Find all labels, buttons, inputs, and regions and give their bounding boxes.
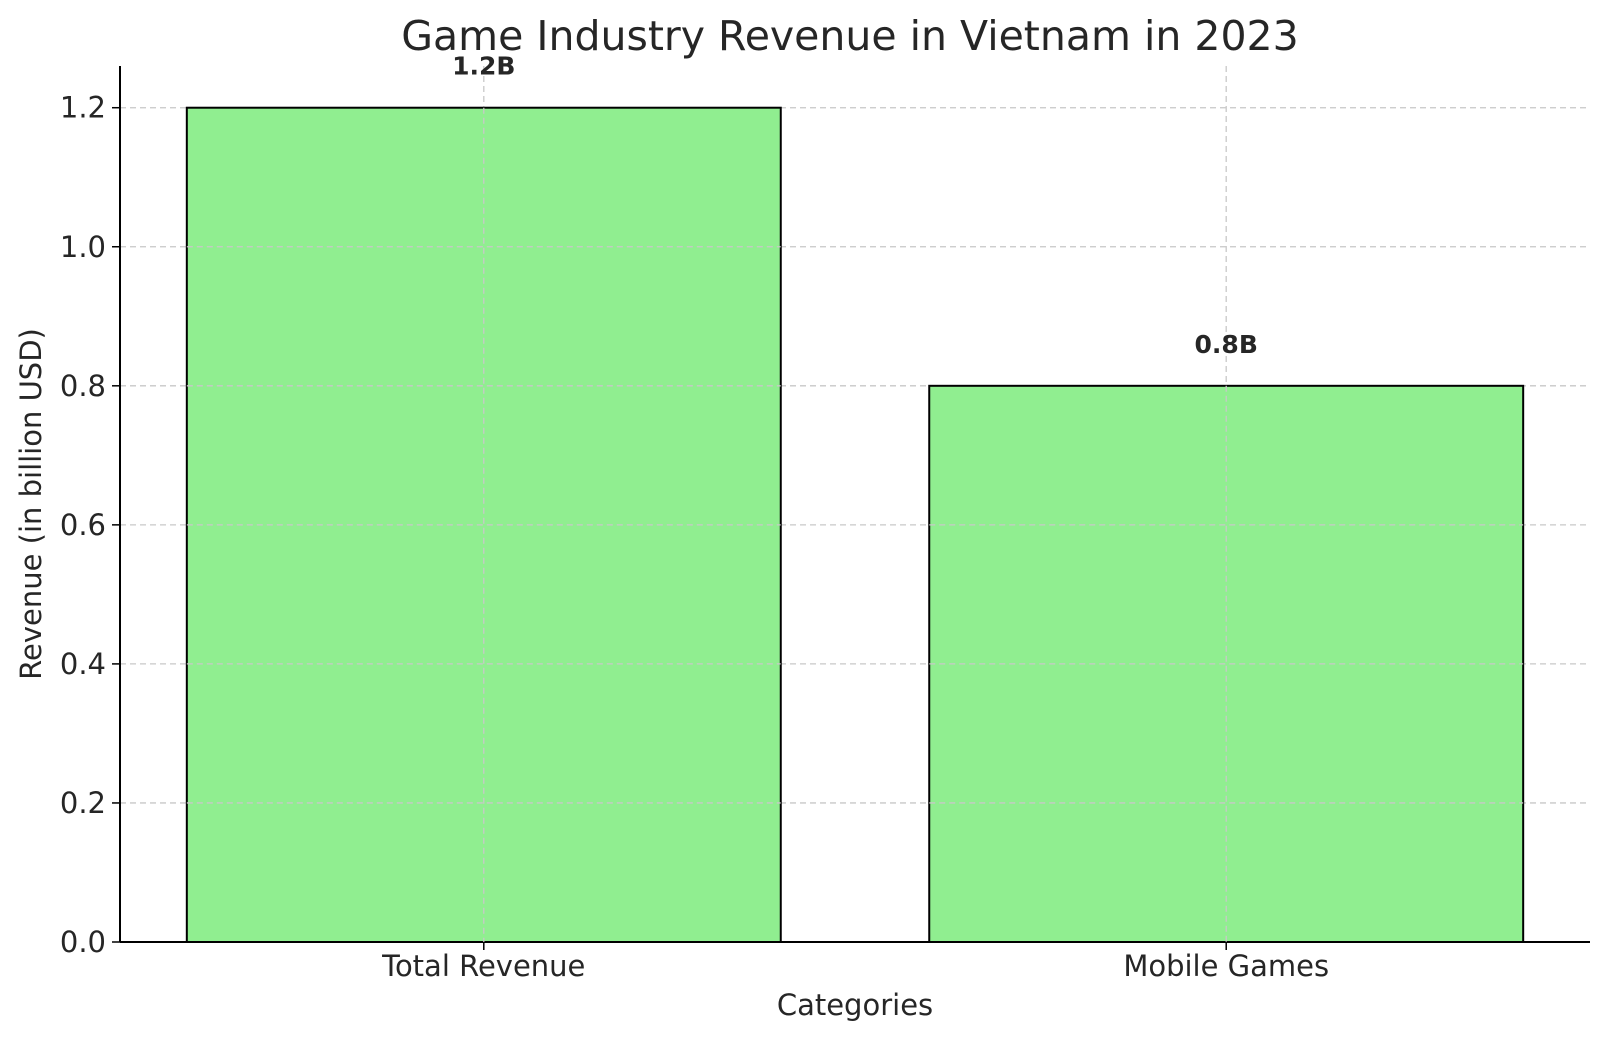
x-axis-title: Categories	[777, 988, 933, 1022]
x-tick-label: Mobile Games	[1123, 949, 1329, 983]
y-tick-label: 0.0	[60, 925, 106, 959]
y-axis-title: Revenue (in billion USD)	[14, 328, 48, 680]
chart-title: Game Industry Revenue in Vietnam in 2023	[401, 12, 1298, 60]
x-tick-label: Total Revenue	[381, 949, 585, 983]
bar-value-labels: 1.2B 0.8B	[186, 52, 1524, 942]
y-tick-label: 0.4	[60, 647, 106, 681]
y-tick-label: 1.0	[60, 230, 106, 264]
axes	[119, 66, 1590, 943]
ticks: 0.0 0.2 0.4 0.6 0.8 1.0 1.2 Total Revenue Mobile…	[60, 91, 1329, 983]
y-tick-label: 0.6	[60, 508, 106, 542]
bar-value-label: 0.8B	[1195, 330, 1258, 359]
y-tick-label: 0.2	[60, 786, 106, 820]
bar-value-label: 1.2B	[452, 52, 515, 81]
y-tick-label: 1.2	[60, 91, 106, 125]
y-tick-label: 0.8	[60, 369, 106, 403]
